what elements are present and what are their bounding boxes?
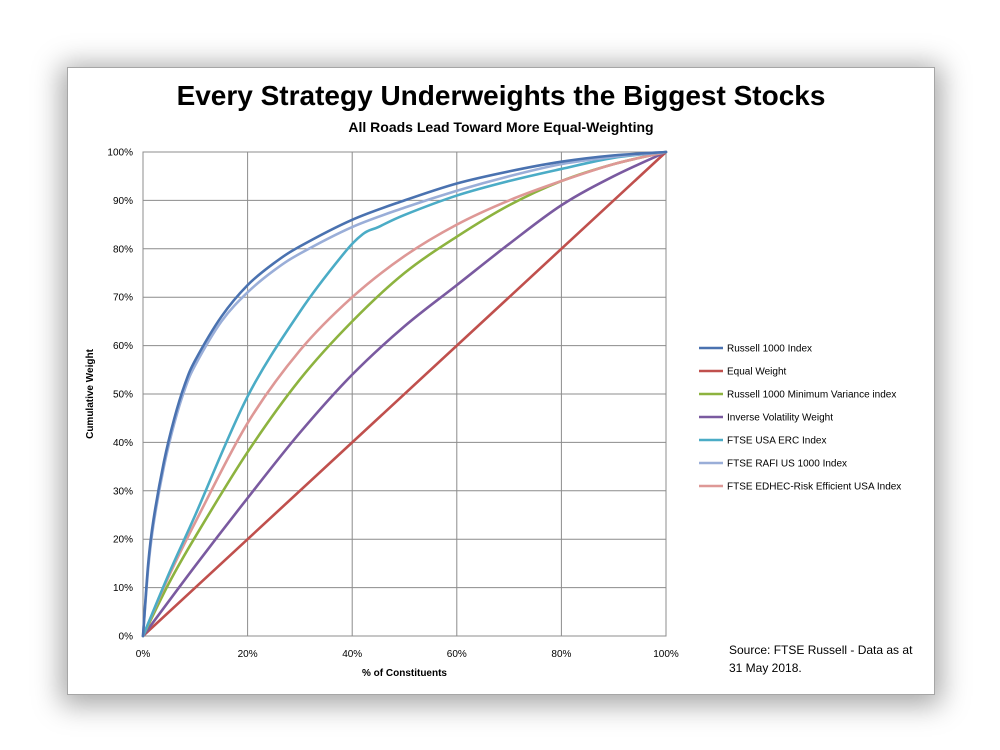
y-tick-label: 40% [113,438,133,449]
y-tick-label: 100% [107,148,133,159]
legend-label: Russell 1000 Minimum Variance index [727,390,896,401]
legend-label: FTSE USA ERC Index [727,436,826,447]
x-axis-label: % of Constituents [362,668,447,679]
x-tick-label: 40% [342,649,362,660]
series-line [141,150,668,638]
x-tick-label: 80% [551,649,571,660]
y-tick-label: 80% [113,244,133,255]
legend-label: Russell 1000 Index [727,344,812,355]
x-tick-label: 100% [653,649,679,660]
legend-label: FTSE EDHEC-Risk Efficient USA Index [727,482,901,493]
y-axis-label: Cumulative Weight [85,348,96,438]
series-line [141,150,668,638]
legend-label: Inverse Volatility Weight [727,413,833,424]
x-tick-label: 60% [447,649,467,660]
y-tick-label: 70% [113,293,133,304]
y-tick-label: 50% [113,390,133,401]
line-chart: 0% 10% 20% 30% 40% 50% 60% 70% 80% 90% 100% 0% 20% 40… [85,148,901,680]
y-tick-label: 90% [113,196,133,207]
series-line [141,150,668,638]
x-tick-label: 20% [238,649,258,660]
series-line [141,150,668,638]
legend-label: Equal Weight [727,367,787,378]
chart-title: Every Strategy Underweights the Biggest … [176,80,826,111]
y-tick-label: 20% [113,535,133,546]
x-tick-label: 0% [136,649,151,660]
source-note: Source: FTSE Russell - Data as at 31 May… [729,643,913,675]
y-tick-label: 30% [113,486,133,497]
chart-frame: Every Strategy Underweights the Biggest … [67,67,935,695]
y-tick-label: 60% [113,341,133,352]
legend-label: FTSE RAFI US 1000 Index [727,459,847,470]
y-tick-label: 0% [119,632,134,643]
chart-subtitle: All Roads Lead Toward More Equal-Weighti… [348,119,654,135]
y-tick-label: 10% [113,583,133,594]
series-line [141,150,668,638]
